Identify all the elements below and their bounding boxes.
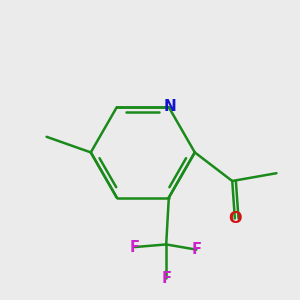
- Text: N: N: [164, 99, 176, 114]
- Text: F: F: [191, 242, 201, 257]
- Text: F: F: [130, 239, 140, 254]
- Text: F: F: [161, 271, 171, 286]
- Text: O: O: [228, 211, 242, 226]
